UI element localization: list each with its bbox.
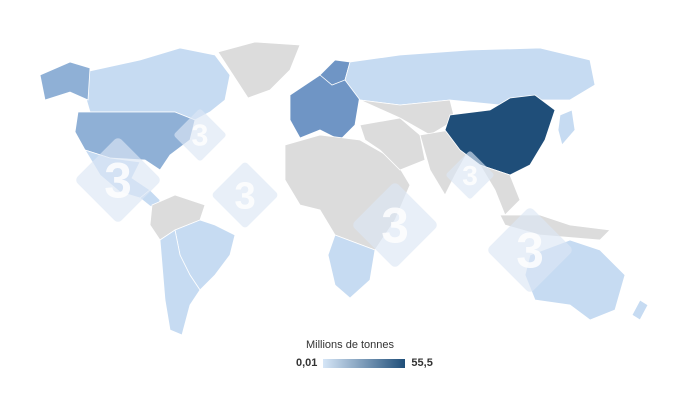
region-alaska[interactable] [39, 61, 91, 101]
region-southern-cone[interactable] [159, 229, 201, 336]
region-greenland[interactable] [217, 41, 301, 99]
watermark-logo: 3 [212, 162, 278, 228]
region-canada[interactable] [84, 47, 231, 121]
svg-text:3: 3 [381, 197, 409, 253]
svg-text:3: 3 [516, 222, 544, 278]
legend-max: 55,5 [411, 357, 433, 369]
watermark-logo: 3 [446, 151, 494, 199]
region-middle-east[interactable] [359, 117, 426, 171]
watermark-logo: 3 [353, 183, 437, 267]
svg-text:3: 3 [462, 160, 478, 191]
svg-text:3: 3 [234, 174, 255, 217]
region-japan[interactable] [557, 109, 576, 146]
legend-gradient [323, 358, 406, 368]
legend-title: Millions de tonnes [305, 339, 395, 351]
region-russia[interactable] [344, 47, 596, 106]
svg-text:3: 3 [192, 119, 209, 153]
watermark-logo: 3 [174, 109, 226, 161]
watermark-logo: 3 [76, 138, 160, 222]
region-southern-africa[interactable] [327, 234, 376, 299]
svg-text:3: 3 [104, 152, 132, 208]
legend: 0,01 55,5 [296, 357, 433, 369]
legend-min: 0,01 [296, 357, 318, 369]
region-new-zealand[interactable] [631, 299, 649, 321]
watermark-logo: 3 [488, 208, 572, 292]
